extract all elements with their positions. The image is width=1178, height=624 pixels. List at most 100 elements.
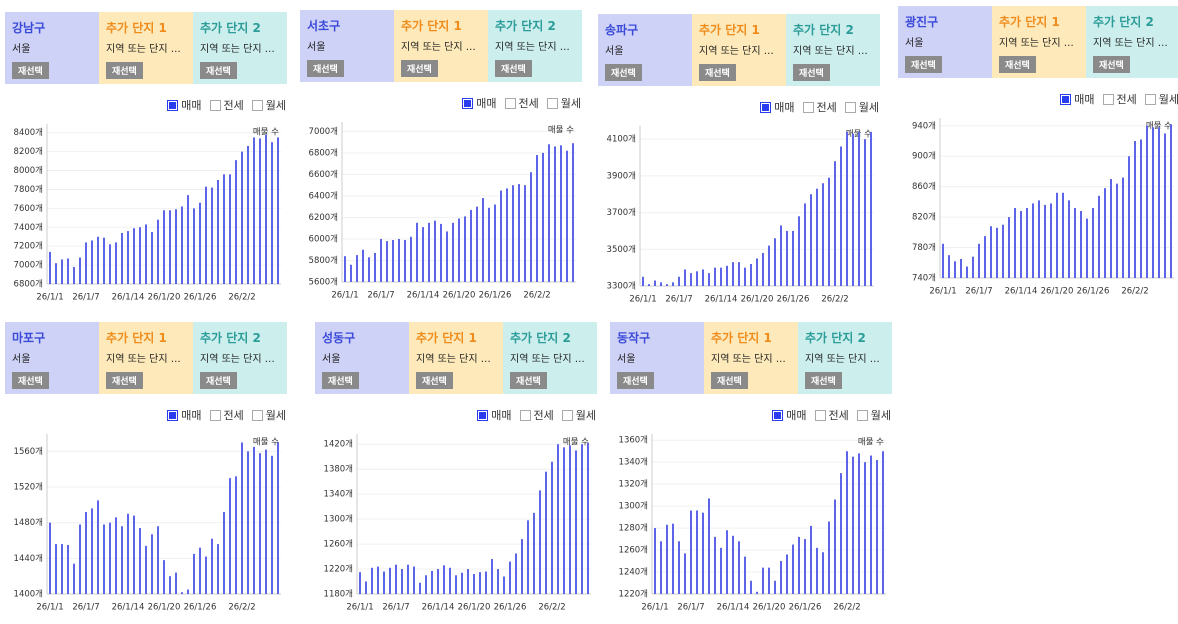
reselect-button[interactable]: 재선택 — [711, 372, 748, 389]
legend-item[interactable]: 월세 — [1144, 91, 1178, 107]
checkbox[interactable] — [856, 410, 868, 421]
checkbox[interactable] — [209, 410, 221, 421]
checkbox[interactable] — [462, 98, 474, 109]
reselect-button[interactable]: 재선택 — [416, 372, 453, 389]
reselect-button[interactable]: 재선택 — [12, 372, 49, 389]
checkbox[interactable] — [209, 100, 221, 111]
checkbox[interactable] — [772, 410, 784, 421]
legend-item[interactable]: 매매 — [477, 407, 512, 423]
reselect-button[interactable]: 재선택 — [699, 64, 736, 81]
checkbox[interactable] — [844, 102, 856, 113]
legend-item[interactable]: 전세 — [209, 407, 244, 423]
checkbox[interactable] — [519, 410, 531, 421]
bar — [175, 209, 177, 284]
legend-item[interactable]: 매매 — [167, 407, 202, 423]
reselect-button[interactable]: 재선택 — [805, 372, 842, 389]
panel-header: 서초구 서울 재선택 추가 단지 1 지역 또는 단지 … 재선택 추가 단지 2 지역 또는… — [300, 10, 583, 82]
legend-item[interactable]: 전세 — [504, 95, 539, 111]
bar — [362, 249, 364, 282]
legend-item[interactable]: 월세 — [251, 97, 286, 113]
checkbox[interactable] — [1144, 94, 1156, 105]
bar — [91, 240, 93, 284]
checkbox[interactable] — [760, 102, 772, 113]
reselect-button[interactable]: 재선택 — [510, 372, 547, 389]
reselect-button[interactable]: 재선택 — [106, 372, 143, 389]
reselect-button[interactable]: 재선택 — [605, 64, 642, 81]
reselect-button[interactable]: 재선택 — [307, 60, 344, 77]
y-tick-label: 1260개 — [619, 545, 648, 556]
checkbox[interactable] — [167, 100, 179, 111]
legend-item[interactable]: 월세 — [251, 407, 286, 423]
legend-item[interactable]: 매매 — [772, 407, 807, 423]
bar — [368, 257, 370, 282]
legend-item[interactable]: 전세 — [519, 407, 554, 423]
legend-item[interactable]: 매매 — [1060, 91, 1095, 107]
checkbox[interactable] — [561, 410, 573, 421]
extra-title: 추가 단지 2 — [510, 331, 571, 345]
checkbox[interactable] — [251, 100, 263, 111]
bar — [425, 575, 427, 594]
bar — [533, 512, 535, 594]
bar — [401, 569, 403, 594]
reselect-button[interactable]: 재선택 — [200, 62, 237, 79]
checkbox[interactable] — [814, 410, 826, 421]
y-tick-label: 1560개 — [14, 446, 43, 457]
reselect-button[interactable]: 재선택 — [12, 62, 49, 79]
legend-item[interactable]: 매매 — [167, 97, 202, 113]
legend-item[interactable]: 전세 — [802, 99, 837, 115]
legend-item[interactable]: 월세 — [844, 99, 879, 115]
legend-item[interactable]: 전세 — [1102, 91, 1137, 107]
checkbox[interactable] — [477, 410, 489, 421]
bar — [762, 567, 764, 594]
bar — [452, 222, 454, 282]
bar — [786, 554, 788, 594]
checkbox[interactable] — [1102, 94, 1114, 105]
bar — [85, 242, 87, 284]
bar — [834, 161, 836, 286]
bar — [864, 462, 866, 594]
reselect-button[interactable]: 재선택 — [106, 62, 143, 79]
legend-item[interactable]: 매매 — [760, 99, 795, 115]
chart: 1220개 1240개 1260개 1280개 1300개 1320개 1340개 1360개… — [619, 434, 886, 613]
x-tick-label: 26/1/14 — [705, 295, 738, 305]
bar — [187, 195, 189, 284]
checkbox[interactable] — [802, 102, 814, 113]
bar — [482, 198, 484, 282]
bar — [666, 284, 668, 286]
bar — [666, 524, 668, 594]
checkbox[interactable] — [251, 410, 263, 421]
legend-item[interactable]: 월세 — [856, 407, 891, 423]
y-tick-label: 6800개 — [309, 147, 338, 158]
reselect-button[interactable]: 재선택 — [322, 372, 359, 389]
legend-item[interactable]: 전세 — [814, 407, 849, 423]
y-tick-label: 7800개 — [14, 184, 43, 195]
checkbox[interactable] — [1060, 94, 1072, 105]
bar — [169, 210, 171, 284]
region-cell: 강남구 서울 재선택 — [5, 12, 99, 84]
reselect-button[interactable]: 재선택 — [793, 64, 830, 81]
checkbox[interactable] — [546, 98, 558, 109]
reselect-button[interactable]: 재선택 — [999, 56, 1036, 73]
bar — [1152, 127, 1154, 278]
legend-item[interactable]: 월세 — [561, 407, 596, 423]
extra-title: 추가 단지 2 — [793, 23, 854, 37]
reselect-button[interactable]: 재선택 — [617, 372, 654, 389]
reselect-button[interactable]: 재선택 — [905, 56, 942, 73]
reselect-button[interactable]: 재선택 — [1093, 56, 1130, 73]
bar — [389, 567, 391, 594]
reselect-button[interactable]: 재선택 — [495, 60, 532, 77]
legend-item[interactable]: 전세 — [209, 97, 244, 113]
bar — [199, 547, 201, 594]
x-tick-label: 26/1/14 — [717, 603, 750, 613]
bar — [199, 202, 201, 284]
legend-item[interactable]: 월세 — [546, 95, 581, 111]
checkbox[interactable] — [504, 98, 516, 109]
bar — [371, 567, 373, 594]
bar — [732, 535, 734, 594]
reselect-button[interactable]: 재선택 — [200, 372, 237, 389]
legend-item[interactable]: 매매 — [462, 95, 497, 111]
checkbox[interactable] — [167, 410, 179, 421]
bar — [395, 564, 397, 594]
reselect-button[interactable]: 재선택 — [401, 60, 438, 77]
legend-label: 전세 — [828, 409, 849, 422]
